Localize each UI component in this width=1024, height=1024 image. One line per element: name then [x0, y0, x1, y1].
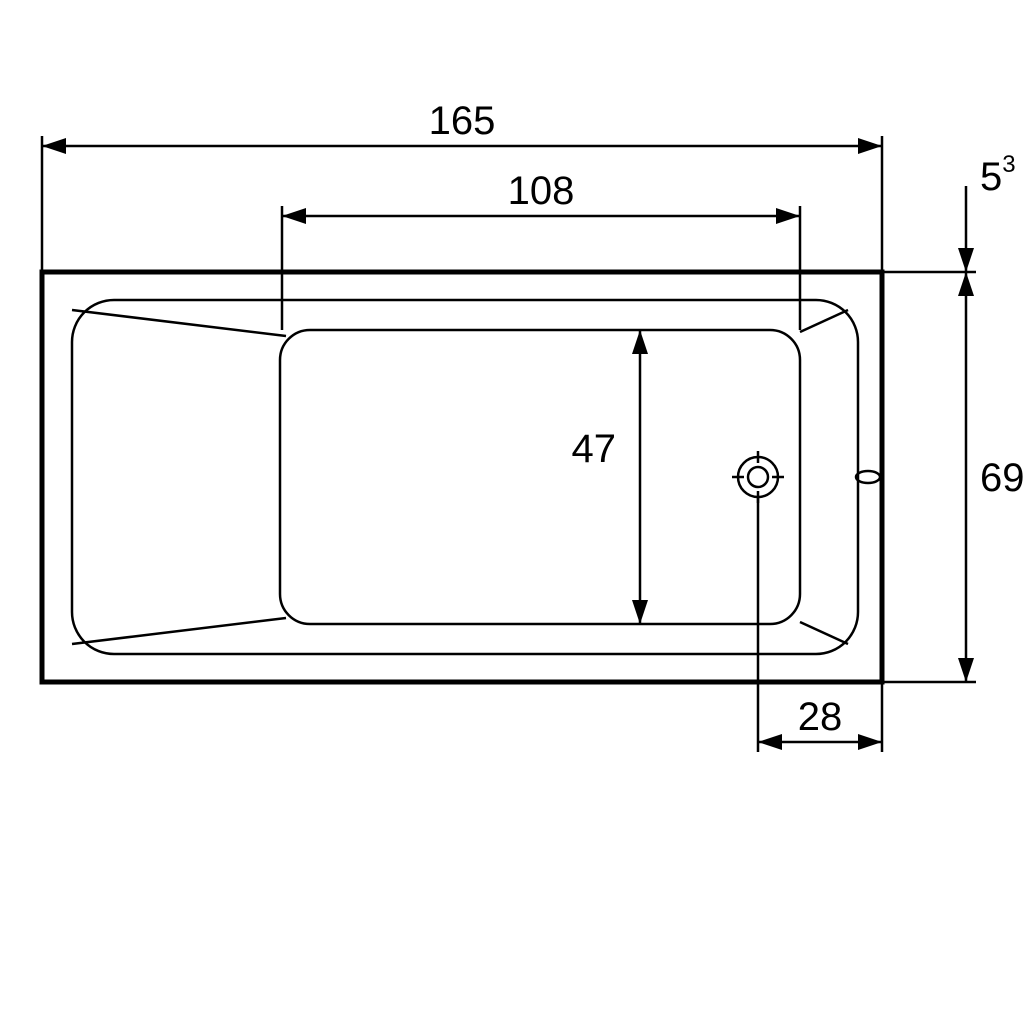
dim-inner-width: 108 [282, 169, 800, 224]
dim-outer-height-label: 694 [980, 452, 1024, 500]
dim-outer-height: 694 [958, 272, 1024, 682]
dim-drain-offset: 28 [758, 695, 882, 750]
bathtub-outline [42, 272, 882, 682]
drain-icon [732, 451, 784, 503]
dim-inner-depth: 47 [572, 330, 649, 624]
bathtub-dimension-drawing: 165 108 47 28 694 53 [0, 0, 1024, 1024]
overflow-icon [856, 471, 880, 483]
dim-overall-width: 165 [42, 99, 882, 154]
dim-rim-offset: 53 [958, 151, 1016, 272]
dim-drain-offset-label: 28 [798, 695, 843, 739]
dim-inner-width-label: 108 [508, 169, 575, 213]
dim-rim-offset-label: 53 [980, 151, 1016, 199]
dim-inner-depth-label: 47 [572, 427, 617, 471]
dim-overall-width-label: 165 [429, 99, 496, 143]
